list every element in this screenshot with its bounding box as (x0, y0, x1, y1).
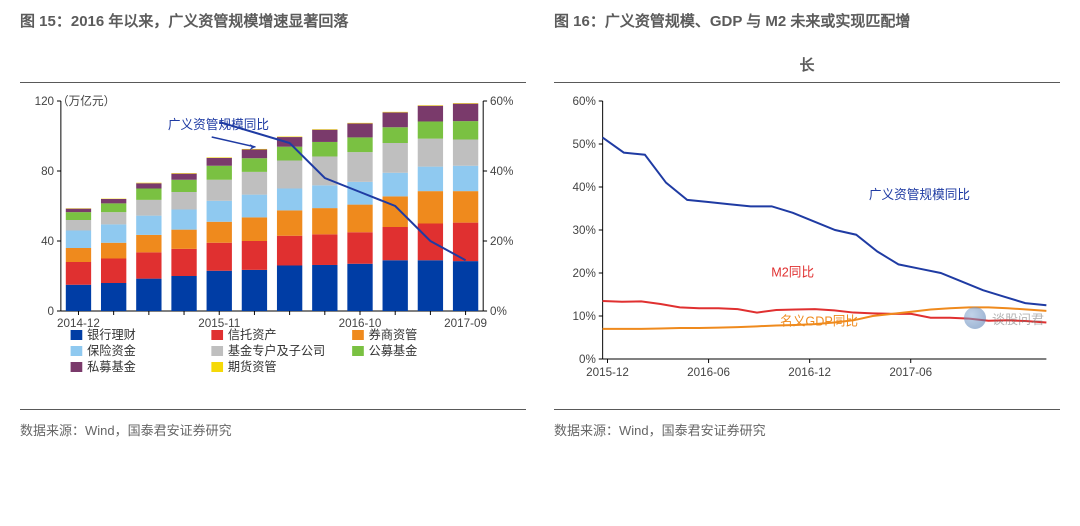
svg-text:0%: 0% (490, 304, 507, 318)
svg-text:50%: 50% (572, 137, 596, 151)
figure-15-title: 图 15：2016 年以来，广义资管规模增速显著回落 (20, 12, 526, 76)
svg-text:名义GDP同比: 名义GDP同比 (780, 313, 858, 328)
figure-15-plot: 040801200%20%40%60%（万亿元）2014-122015-1120… (20, 89, 526, 399)
svg-text:40%: 40% (572, 180, 596, 194)
svg-text:40: 40 (41, 234, 54, 248)
divider (20, 82, 526, 83)
watermark: 谈股问君 (964, 307, 1044, 329)
watermark-icon (964, 307, 986, 329)
figure-16-title-main: 图 16：广义资管规模、GDP 与 M2 未来或实现匹配增 (554, 13, 910, 30)
svg-text:80: 80 (41, 164, 54, 178)
svg-text:公募基金: 公募基金 (369, 343, 418, 358)
watermark-text: 谈股问君 (992, 309, 1044, 328)
svg-text:2016-12: 2016-12 (788, 365, 831, 379)
figure-16: 图 16：广义资管规模、GDP 与 M2 未来或实现匹配增 长 0%10%20%… (554, 12, 1060, 439)
figure-16-source: 数据来源：Wind，国泰君安证券研究 (554, 409, 1060, 439)
svg-text:银行理财: 银行理财 (87, 328, 136, 342)
svg-text:0: 0 (48, 304, 55, 318)
svg-text:期货资管: 期货资管 (228, 359, 277, 374)
svg-text:M2同比: M2同比 (771, 264, 814, 279)
svg-text:2015-12: 2015-12 (586, 365, 629, 379)
svg-text:保险资金: 保险资金 (87, 343, 136, 358)
figure-16-plot: 0%10%20%30%40%50%60%2015-122016-062016-1… (554, 89, 1060, 399)
svg-text:广义资管规模同比: 广义资管规模同比 (168, 117, 269, 132)
svg-text:2016-06: 2016-06 (687, 365, 730, 379)
svg-text:广义资管规模同比: 广义资管规模同比 (869, 187, 970, 202)
svg-text:（万亿元）: （万亿元） (57, 94, 115, 108)
svg-text:40%: 40% (490, 164, 514, 178)
svg-text:20%: 20% (572, 266, 596, 280)
svg-text:2017-09: 2017-09 (444, 316, 487, 330)
svg-text:信托资产: 信托资产 (228, 328, 277, 342)
figure-15-source: 数据来源：Wind，国泰君安证券研究 (20, 409, 526, 439)
svg-text:券商资管: 券商资管 (369, 327, 418, 342)
svg-text:20%: 20% (490, 234, 514, 248)
svg-text:私募基金: 私募基金 (87, 359, 136, 374)
svg-text:60%: 60% (490, 94, 514, 108)
svg-text:60%: 60% (572, 94, 596, 108)
svg-text:30%: 30% (572, 223, 596, 237)
svg-text:2017-06: 2017-06 (889, 365, 932, 379)
figure-16-title-sub: 长 (554, 56, 1060, 76)
divider (554, 82, 1060, 83)
svg-text:120: 120 (35, 94, 55, 108)
figure-15: 图 15：2016 年以来，广义资管规模增速显著回落 0 40 80 120 0% 20%… (20, 12, 526, 439)
figure-16-title: 图 16：广义资管规模、GDP 与 M2 未来或实现匹配增 长 (554, 12, 1060, 76)
svg-text:10%: 10% (572, 309, 596, 323)
svg-text:基金专户及子公司: 基金专户及子公司 (228, 343, 325, 358)
